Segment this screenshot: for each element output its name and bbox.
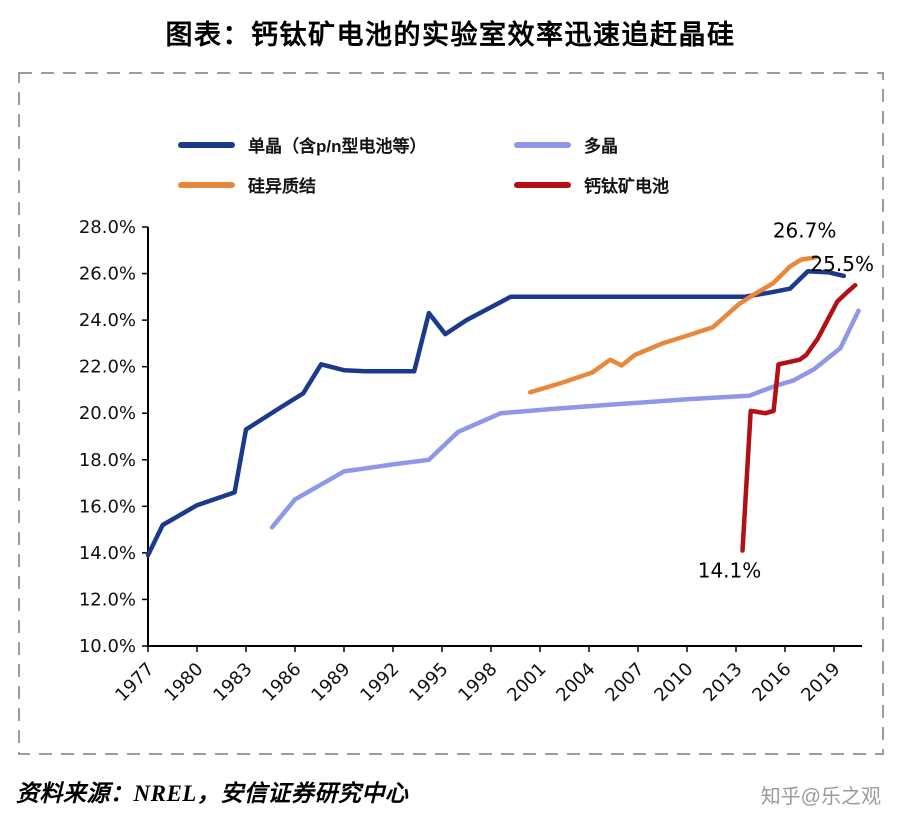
svg-text:1995: 1995 <box>405 659 452 706</box>
legend-item-hjt: 硅异质结 <box>178 172 514 197</box>
svg-text:1992: 1992 <box>356 659 403 706</box>
efficiency-line-chart: 10.0% 12.0% 14.0% 16.0% 18.0% 20.0% 22.0% 24.0%… <box>18 72 884 755</box>
svg-text:26.7%: 26.7% <box>773 219 837 243</box>
svg-text:1998: 1998 <box>454 659 501 706</box>
legend-label-perovskite: 钙钛矿电池 <box>584 177 669 196</box>
svg-text:1980: 1980 <box>160 659 207 706</box>
legend-swatch <box>178 141 235 148</box>
chart-title: 图表：钙钛矿电池的实验室效率迅速追赶晶硅 <box>165 20 736 50</box>
legend-item-poly: 多晶 <box>514 132 669 157</box>
legend-item-mono: 单晶（含p/n型电池等） <box>178 132 514 157</box>
svg-text:24.0%: 24.0% <box>79 310 136 331</box>
svg-text:2001: 2001 <box>503 659 550 706</box>
svg-text:2016: 2016 <box>748 659 795 706</box>
svg-text:2010: 2010 <box>650 659 697 706</box>
svg-text:2019: 2019 <box>797 659 844 706</box>
svg-text:14.0%: 14.0% <box>79 543 136 564</box>
svg-text:18.0%: 18.0% <box>79 450 136 471</box>
svg-text:2013: 2013 <box>699 659 746 706</box>
legend-label-hjt: 硅异质结 <box>248 177 316 196</box>
svg-text:1983: 1983 <box>209 659 256 706</box>
svg-text:12.0%: 12.0% <box>79 589 136 610</box>
svg-text:20.0%: 20.0% <box>79 403 136 424</box>
watermark: 知乎@乐之观 <box>760 786 881 808</box>
legend-swatch <box>514 141 571 148</box>
legend: 单晶（含p/n型电池等） 多晶 硅异质结 钙钛矿电池 <box>178 132 669 197</box>
svg-text:1989: 1989 <box>307 659 354 706</box>
svg-text:1977: 1977 <box>111 659 158 706</box>
svg-text:16.0%: 16.0% <box>79 496 136 517</box>
svg-text:22.0%: 22.0% <box>79 357 136 378</box>
svg-text:1986: 1986 <box>258 659 305 706</box>
legend-swatch <box>178 181 235 188</box>
svg-text:14.1%: 14.1% <box>698 558 762 582</box>
chart-frame: 10.0% 12.0% 14.0% 16.0% 18.0% 20.0% 22.0% 24.0%… <box>18 72 884 755</box>
svg-text:10.0%: 10.0% <box>79 636 136 657</box>
svg-text:2007: 2007 <box>601 659 648 706</box>
svg-text:26.0%: 26.0% <box>79 264 136 285</box>
source-note: 资料来源：NREL，安信证券研究中心 <box>16 781 409 806</box>
legend-label-mono: 单晶（含p/n型电池等） <box>248 137 427 156</box>
svg-text:28.0%: 28.0% <box>79 217 136 238</box>
legend-item-perovskite: 钙钛矿电池 <box>514 172 669 197</box>
svg-text:2004: 2004 <box>552 659 599 706</box>
legend-swatch <box>514 181 571 188</box>
svg-text:25.5%: 25.5% <box>810 252 874 276</box>
legend-label-poly: 多晶 <box>584 137 618 156</box>
